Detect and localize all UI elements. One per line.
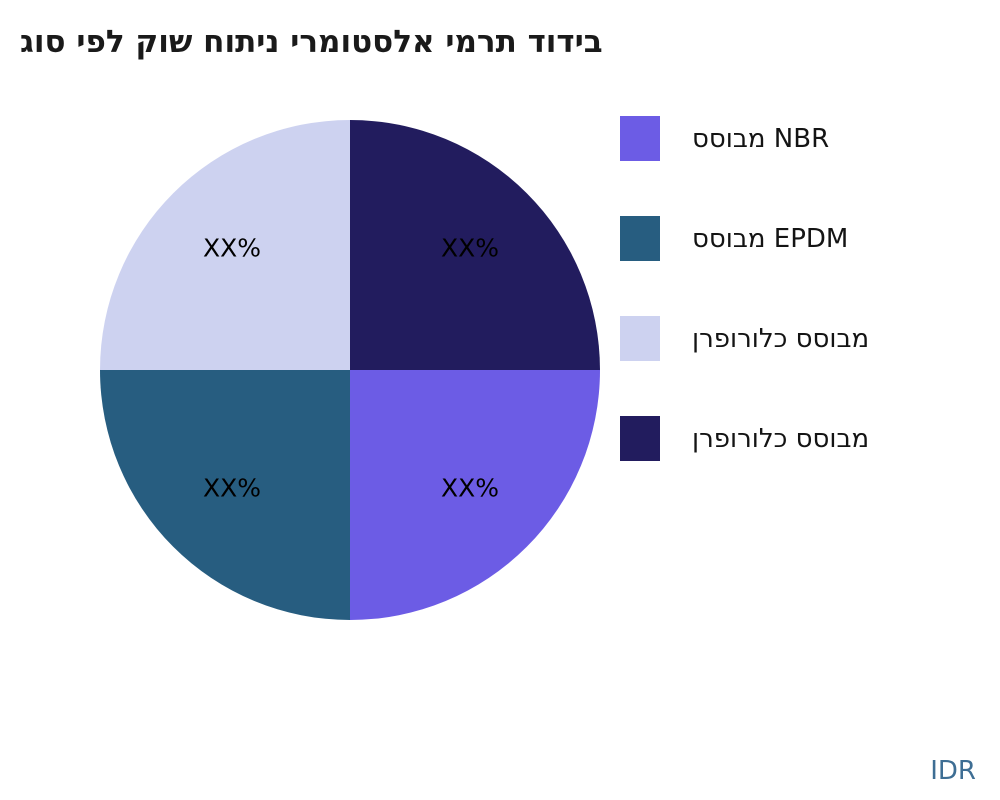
slice-label-bottom-right: XX% <box>440 473 500 503</box>
pie-chart-area: XX% XX% XX% XX% <box>100 120 600 620</box>
legend-swatch <box>620 216 660 261</box>
slice-label-top-right: XX% <box>440 233 500 263</box>
legend-item: מבוסס NBR <box>620 116 869 161</box>
legend-item: מבוסס EPDM <box>620 216 869 261</box>
legend-label: מבוסס EPDM <box>692 223 849 254</box>
legend-swatch <box>620 116 660 161</box>
legend-item: מבוסס כלורופרן <box>620 416 869 461</box>
currency-label: IDR <box>930 756 976 786</box>
legend-swatch <box>620 416 660 461</box>
pie-chart <box>100 120 600 620</box>
slice-label-bottom-left: XX% <box>202 473 262 503</box>
legend-label: מבוסס כלורופרן <box>692 323 870 354</box>
slice-label-top-left: XX% <box>202 233 262 263</box>
legend: מבוסס NBR מבוסס EPDM מבוסס כלורופרן מבוס… <box>620 116 869 461</box>
legend-swatch <box>620 316 660 361</box>
chart-title: בידוד תרמי אלסטומרי ניתוח שוק לפי סוג <box>20 24 603 60</box>
legend-label: מבוסס כלורופרן <box>692 423 870 454</box>
legend-item: מבוסס כלורופרן <box>620 316 869 361</box>
legend-label: מבוסס NBR <box>692 123 830 154</box>
